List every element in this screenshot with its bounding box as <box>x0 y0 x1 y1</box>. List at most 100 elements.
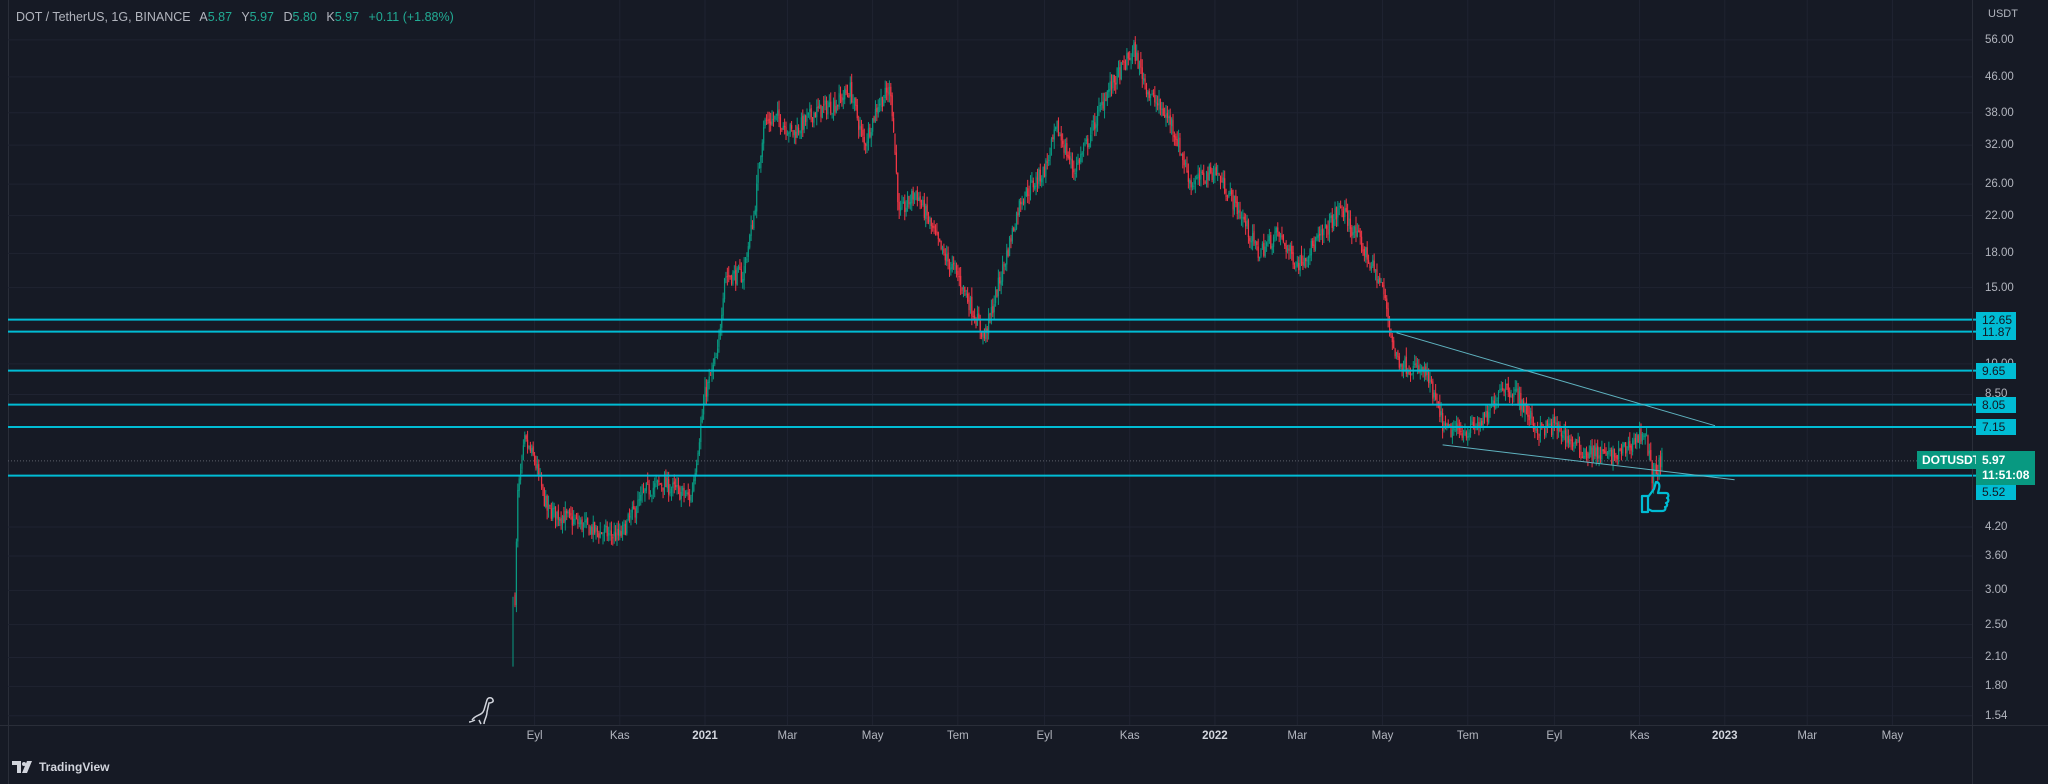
candle-body <box>902 201 904 204</box>
candle-body <box>687 492 689 495</box>
chart-frame[interactable] <box>8 0 2048 784</box>
candle-body <box>659 483 661 485</box>
candle-body <box>1096 110 1099 126</box>
candle-body <box>877 107 879 114</box>
candle-body <box>1587 453 1589 459</box>
candle-body <box>690 496 692 502</box>
candle-body <box>605 525 607 528</box>
symbol-legend[interactable]: DOT / TetherUS, 1G, BINANCE A5.87 Y5.97 … <box>16 10 460 24</box>
candle-body <box>1439 402 1441 417</box>
candle-body <box>1183 160 1185 166</box>
candle-body <box>1073 169 1075 173</box>
candle-body <box>1122 60 1124 62</box>
candle-body <box>1531 412 1533 424</box>
candle-body <box>1078 159 1080 164</box>
candle-body <box>1218 174 1220 176</box>
candle-body <box>1620 448 1623 455</box>
candle-body <box>1041 178 1043 183</box>
candle-body <box>712 364 714 371</box>
candle-body <box>612 537 614 539</box>
candle-body <box>716 348 719 357</box>
candle-body <box>979 319 981 331</box>
candle-body <box>1247 220 1250 238</box>
candle-body <box>806 114 808 122</box>
candle-body <box>821 106 823 118</box>
change-value: +0.11 (+1.88%) <box>368 10 454 24</box>
candle-body <box>825 100 828 115</box>
candle-body <box>1257 246 1259 258</box>
candle-body <box>1264 246 1266 257</box>
candle-body <box>737 267 740 269</box>
candle-body <box>566 511 568 514</box>
candle-body <box>874 109 877 122</box>
candle-body <box>1091 123 1093 135</box>
candle-body <box>897 172 899 203</box>
candle-body <box>663 478 666 493</box>
candle-body <box>1231 190 1233 195</box>
candle-body <box>1126 53 1128 70</box>
candle-body <box>795 131 797 138</box>
candle-body <box>1154 94 1156 103</box>
candle-body <box>1506 383 1508 385</box>
current-symbol-label: DOTUSDT <box>1917 451 1985 469</box>
tradingview-logo[interactable]: TradingView <box>12 760 109 774</box>
candle-body <box>1300 254 1303 264</box>
candle-body <box>763 127 765 144</box>
axis-unit: USDT <box>1988 8 2018 20</box>
candle-body <box>1391 335 1393 343</box>
candle-body <box>1275 227 1277 233</box>
candle-body <box>1527 405 1529 417</box>
candle-body <box>744 258 747 265</box>
candle-body <box>707 381 709 397</box>
candle-body <box>1330 215 1332 219</box>
candle-body <box>686 492 688 494</box>
candle-body <box>581 519 583 530</box>
candle-body <box>661 484 663 486</box>
candle-body <box>1404 358 1406 368</box>
candle-body <box>619 529 621 537</box>
candle-body <box>1446 423 1448 427</box>
candle-body <box>549 504 551 507</box>
candle-body <box>866 141 868 147</box>
candle-body <box>1604 450 1606 454</box>
time-axis-border <box>0 725 2048 726</box>
candle-body <box>816 106 818 118</box>
candle-body <box>1172 120 1174 134</box>
candle-body <box>1352 232 1354 235</box>
candle-body <box>1661 452 1663 468</box>
candle-body <box>531 447 533 453</box>
candle-body <box>994 289 997 303</box>
candle-body <box>610 530 613 536</box>
candle-body <box>1376 269 1378 283</box>
candle-body <box>1150 96 1152 98</box>
candle-body <box>863 136 865 144</box>
candle-body <box>1282 235 1284 242</box>
candle-body <box>1590 445 1592 455</box>
candle-body <box>628 516 631 518</box>
candle-body <box>1518 391 1521 406</box>
candle-body <box>552 508 554 519</box>
candle-body <box>1131 49 1134 57</box>
candle-body <box>839 94 842 98</box>
candle-body <box>1387 308 1389 319</box>
candle-body <box>578 522 580 524</box>
candle-body <box>1591 447 1593 461</box>
candle-body <box>1553 416 1555 423</box>
candle-body <box>975 319 977 326</box>
candle-body <box>912 190 914 200</box>
candle-body <box>753 214 755 229</box>
candle-body <box>992 306 994 314</box>
candle-body <box>524 435 526 444</box>
candle-body <box>944 253 946 261</box>
candle-body <box>1327 229 1329 235</box>
candle-body <box>1377 279 1379 284</box>
candle-body <box>1144 78 1146 83</box>
candle-body <box>985 327 987 340</box>
candle-body <box>1046 161 1048 163</box>
candle-body <box>1379 277 1381 283</box>
candle-body <box>647 481 649 483</box>
candle-body <box>1632 440 1634 452</box>
candle-body <box>1299 255 1301 271</box>
candle-body <box>898 201 900 210</box>
